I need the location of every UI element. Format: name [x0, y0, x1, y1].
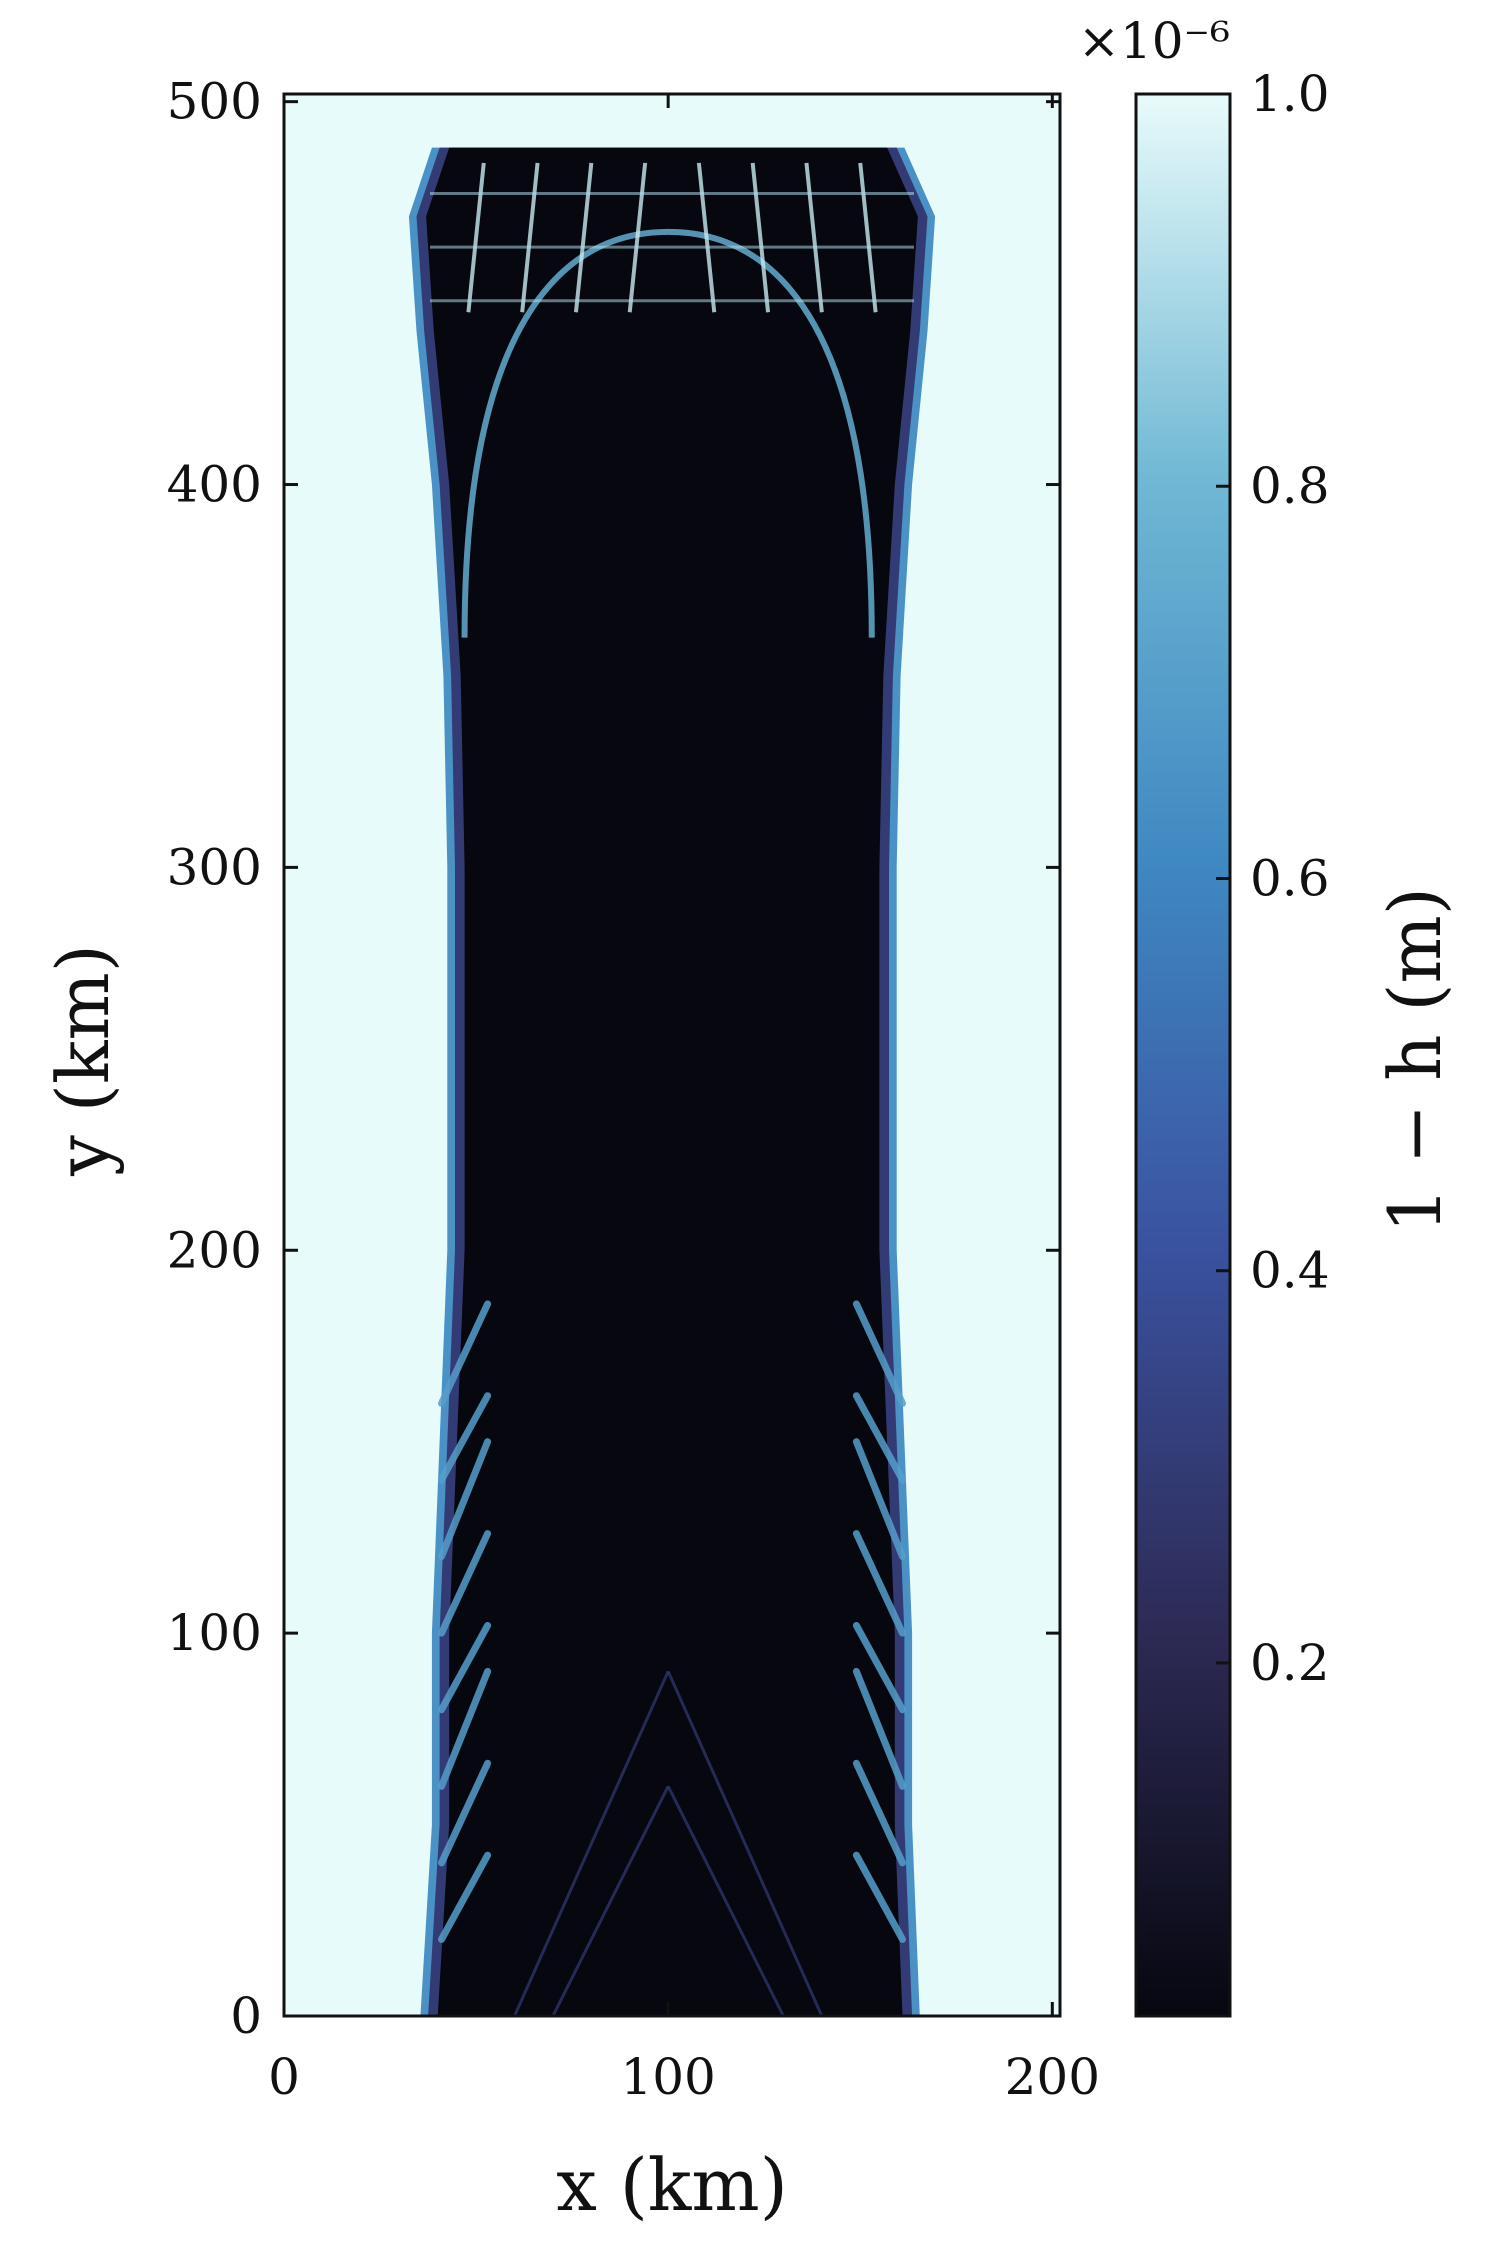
- inner-dome: [461, 228, 875, 638]
- colorbar-tick-label: 0.4: [1250, 1242, 1330, 1300]
- edge-streak-left: [438, 1759, 492, 1867]
- x-tick-label: 200: [1005, 2048, 1100, 2106]
- y-tick-label: 300: [167, 838, 262, 896]
- colorbar-multiplier: ×10⁻⁶: [1078, 12, 1230, 70]
- edge-streak-left: [438, 1621, 492, 1714]
- y-axis-ticks: 0 100 200 300 400 500: [167, 73, 1060, 2045]
- x-axis-label: x (km): [556, 2143, 788, 2227]
- y-tick-label: 400: [167, 456, 262, 514]
- cap-cells: [429, 162, 915, 313]
- colorbar-ticks: 0.2 0.4 0.6 0.8 1.0: [1216, 65, 1330, 1692]
- colorbar-tick-label: 1.0: [1250, 65, 1330, 123]
- converging-line: [551, 1785, 670, 2016]
- y-tick-label: 0: [230, 1987, 262, 2045]
- x-axis-ticks: 0 100 200: [268, 94, 1100, 2106]
- colorbar-tick-label: 0.2: [1250, 1634, 1330, 1692]
- edge-streak-right: [852, 1667, 906, 1790]
- colorbar-label: 1 − h (m): [1373, 887, 1457, 1233]
- edge-streak-left: [438, 1438, 492, 1561]
- edge-streak-left: [438, 1667, 492, 1790]
- edge-streak-right: [852, 1759, 906, 1867]
- cap-cell-wall: [520, 162, 540, 313]
- x-tick-label: 0: [268, 2048, 300, 2106]
- edge-streaks: [438, 1300, 906, 2016]
- edge-streak-left: [438, 1392, 492, 1484]
- plot-area: [284, 94, 1060, 2016]
- y-tick-label: 500: [167, 73, 262, 131]
- y-axis-label: y (km): [41, 944, 125, 1177]
- cap-cell-wall: [573, 162, 594, 313]
- cap-cell-wall: [858, 162, 878, 313]
- x-tick-label: 100: [620, 2048, 715, 2106]
- channel-core: [426, 147, 918, 2016]
- colorbar-tick-label: 0.8: [1250, 457, 1330, 515]
- plot-frame: [282, 92, 1062, 2018]
- colorbar: [1134, 92, 1232, 2018]
- colorbar-tick-label: 0.6: [1250, 849, 1330, 907]
- converging-line: [666, 1670, 824, 2016]
- edge-streak-right: [852, 1851, 906, 1943]
- cap-cell-wall: [750, 162, 771, 313]
- cap-cell-wall: [696, 162, 717, 313]
- edge-streak-right: [852, 1530, 906, 1637]
- edge-streak-left: [438, 1851, 492, 1943]
- cap-cell-wall: [627, 162, 648, 313]
- edge-streak-right: [852, 1392, 906, 1484]
- edge-streak-right: [852, 1438, 906, 1561]
- edge-streak-left: [438, 1530, 492, 1637]
- cap-cell-wall: [804, 162, 824, 313]
- converging-line: [666, 1785, 785, 2016]
- edge-streak-right: [852, 1621, 906, 1714]
- edge-streak-right: [852, 1300, 906, 1407]
- edge-streak-left: [438, 1300, 492, 1407]
- converging-line: [513, 1670, 670, 2016]
- y-tick-label: 100: [167, 1604, 262, 1662]
- cap-cell-wall: [466, 162, 486, 313]
- y-tick-label: 200: [167, 1221, 262, 1279]
